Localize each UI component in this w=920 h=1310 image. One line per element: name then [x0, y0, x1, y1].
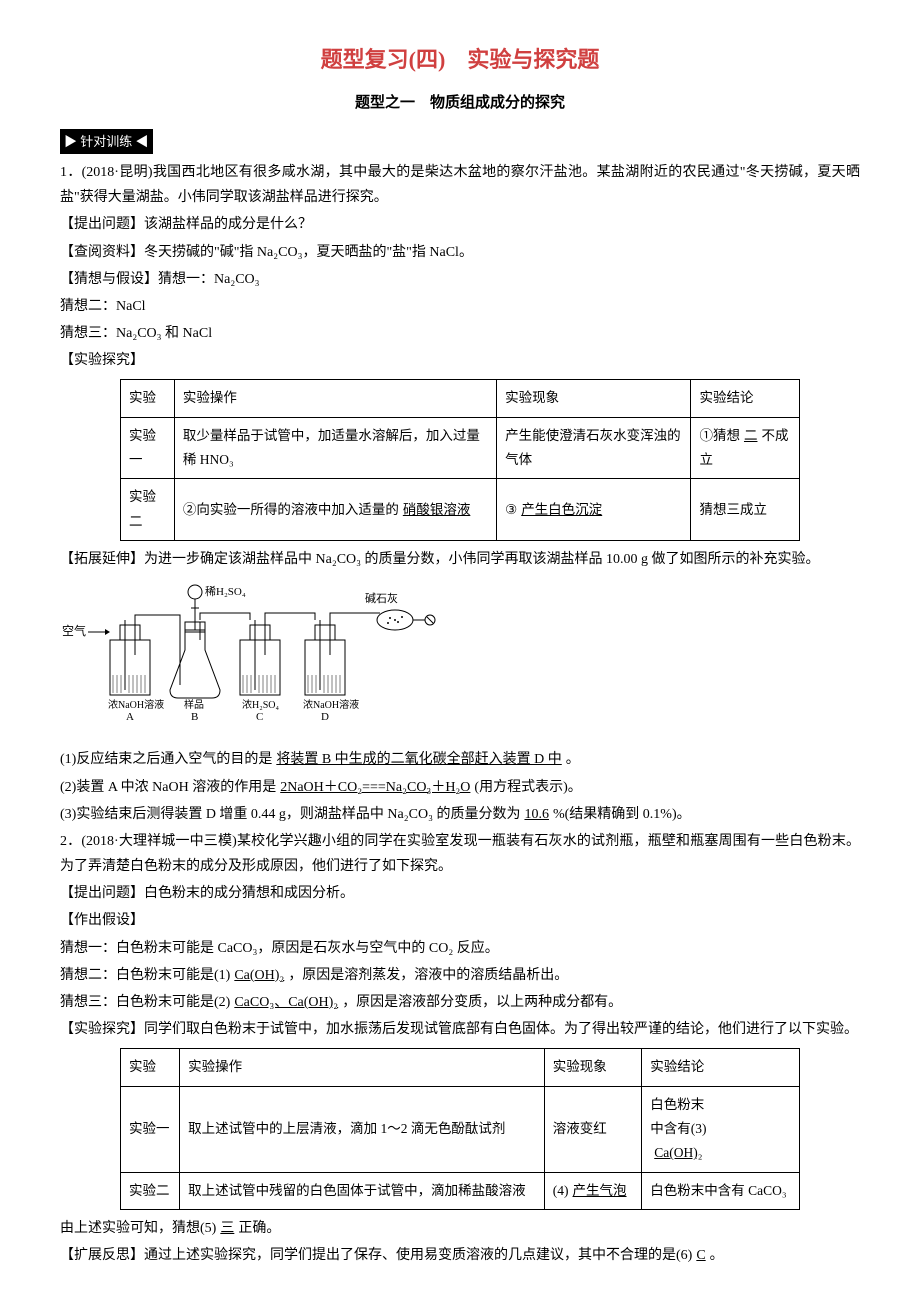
svg-text:浓NaOH溶液: 浓NaOH溶液 [303, 698, 359, 711]
q2-intro: 2．(2018·大理祥城一中三模)某校化学兴趣小组的同学在实验室发现一瓶装有石灰… [60, 829, 860, 879]
t2-u2: 产生气泡 [569, 1183, 631, 1198]
q1-ask: 【提出问题】该湖盐样品的成分是什么？ [60, 212, 860, 237]
t1-r1c1: ②向实验一所得的溶液中加入适量的硝酸银溶液 [174, 479, 496, 541]
svg-text:A: A [126, 711, 134, 723]
page-title: 题型复习(四) 实验与探究题 [60, 40, 860, 80]
t1-u1: 二 [740, 428, 762, 443]
t2-r1c3: 白色粉末中含有 CaCO₃ [642, 1172, 800, 1209]
t1-r0c1: 取少量样品于试管中，加适量水溶解后，加入过量稀 HNO₃ [174, 417, 496, 479]
t2-h3: 实验结论 [642, 1049, 800, 1086]
q2-g3: 猜想三：白色粉末可能是(2)CaCO₃、Ca(OH)₂，原因是溶液部分变质，以上… [60, 990, 860, 1015]
t1-h0: 实验 [121, 380, 175, 417]
svg-text:碱石灰: 碱石灰 [365, 591, 398, 605]
q2-ask: 【提出问题】白色粉末的成分猜想和成因分析。 [60, 881, 860, 906]
t2-r0c3: 白色粉末中含有(3)Ca(OH)₂ [642, 1086, 800, 1172]
q1-info: 【查阅资料】冬天捞碱的"碱"指 Na₂CO₃，夏天晒盐的"盐"指 NaCl。 [60, 240, 860, 265]
svg-text:稀H₂SO₄: 稀H₂SO₄ [205, 585, 246, 598]
funnel: 稀H₂SO₄ [188, 585, 246, 630]
q2-g1: 猜想一：白色粉末可能是 CaCO₃，原因是石灰水与空气中的 CO₂ 反应。 [60, 936, 860, 961]
q1-exp-head: 【实验探究】 [60, 348, 860, 373]
t2-r0c2: 溶液变红 [544, 1086, 641, 1172]
subtitle: 题型之一 物质组成成分的探究 [60, 90, 860, 117]
q1-sub1: (1)反应结束之后通入空气的目的是将装置 B 中生成的二氧化碳全部赶入装置 D … [60, 747, 860, 772]
q1-ext: 【拓展延伸】为进一步确定该湖盐样品中 Na₂CO₃ 的质量分数，小伟同学再取该湖… [60, 547, 860, 572]
t1-h2: 实验现象 [497, 380, 691, 417]
t2-u1: Ca(OH)₂ [650, 1145, 706, 1160]
q2-assume-head: 【作出假设】 [60, 908, 860, 933]
t1-r0c0: 实验一 [121, 417, 175, 479]
t1-u3: 产生白色沉淀 [517, 502, 606, 517]
t2-r1c2: (4)产生气泡 [544, 1172, 641, 1209]
q2-conc: 由上述实验可知，猜想(5)三正确。 [60, 1216, 860, 1241]
lime-tube: 碱石灰 [365, 591, 435, 630]
t1-h1: 实验操作 [174, 380, 496, 417]
table1: 实验 实验操作 实验现象 实验结论 实验一 取少量样品于试管中，加适量水溶解后，… [120, 379, 800, 540]
q2-ext-ans: C [692, 1248, 709, 1263]
t1-u2: 硝酸银溶液 [399, 502, 475, 517]
t2-r0c0: 实验一 [121, 1086, 180, 1172]
q1-guess3: 猜想三：Na₂CO₃ 和 NaCl [60, 321, 860, 346]
bottle-c: 浓H₂SO₄ C [240, 620, 280, 723]
bottle-a: 浓NaOH溶液 A [108, 620, 164, 723]
q2-g2-ans: Ca(OH)₂ [230, 968, 288, 983]
bottle-b: 样品 B [170, 620, 220, 723]
t1-r1c0: 实验二 [121, 479, 175, 541]
q1-sub1-ans: 将装置 B 中生成的二氧化碳全部赶入装置 D 中 [272, 752, 565, 767]
q2-g3-ans: CaCO₃、Ca(OH)₂ [230, 995, 342, 1010]
t1-r0c2: 产生能使澄清石灰水变浑浊的气体 [497, 417, 691, 479]
t1-h3: 实验结论 [691, 380, 800, 417]
t2-r0c1: 取上述试管中的上层清液，滴加 1～2 滴无色酚酞试剂 [180, 1086, 545, 1172]
t2-h0: 实验 [121, 1049, 180, 1086]
table2: 实验 实验操作 实验现象 实验结论 实验一 取上述试管中的上层清液，滴加 1～2… [120, 1048, 800, 1209]
t1-r1c2: ③产生白色沉淀 [497, 479, 691, 541]
t2-r1c0: 实验二 [121, 1172, 180, 1209]
q1-guess1: 【猜想与假设】猜想一：Na₂CO₃ [60, 267, 860, 292]
svg-text:样品: 样品 [184, 698, 204, 711]
q1-sub2-ans: 2NaOH＋CO₂===Na₂CO₃＋H₂O [276, 780, 474, 795]
q1-guess2: 猜想二：NaCl [60, 294, 860, 319]
svg-text:C: C [256, 711, 263, 723]
q1-sub3: (3)实验结束后测得装置 D 增重 0.44 g，则湖盐样品中 Na₂CO₃ 的… [60, 802, 860, 827]
q2-g2: 猜想二：白色粉末可能是(1)Ca(OH)₂，原因是溶剂蒸发，溶液中的溶质结晶析出… [60, 963, 860, 988]
q2-exp: 【实验探究】同学们取白色粉末于试管中，加水振荡后发现试管底部有白色固体。为了得出… [60, 1017, 860, 1042]
air-label: 空气 [62, 623, 86, 638]
svg-text:B: B [191, 711, 198, 723]
t2-h2: 实验现象 [544, 1049, 641, 1086]
t1-r0c3: ①猜想二不成立 [691, 417, 800, 479]
svg-text:浓NaOH溶液: 浓NaOH溶液 [108, 698, 164, 711]
t2-r1c1: 取上述试管中残留的白色固体于试管中，滴加稀盐酸溶液 [180, 1172, 545, 1209]
q2-ext: 【扩展反思】通过上述实验探究，同学们提出了保存、使用易变质溶液的几点建议，其中不… [60, 1243, 860, 1268]
q1-sub3-ans: 10.6 [520, 807, 553, 822]
bottle-d: 浓NaOH溶液 D [303, 620, 359, 723]
q1-intro: 1．(2018·昆明)我国西北地区有很多咸水湖，其中最大的是柴达木盆地的察尔汗盐… [60, 160, 860, 210]
apparatus-diagram: 空气 浓NaOH溶液 A 稀H₂SO₄ [60, 580, 860, 739]
q2-conc-ans: 三 [216, 1221, 238, 1236]
t1-r1c3: 猜想三成立 [691, 479, 800, 541]
t2-h1: 实验操作 [180, 1049, 545, 1086]
section-tag: ▶ 针对训练 ◀ [60, 129, 153, 154]
svg-text:D: D [321, 711, 329, 723]
svg-text:浓H₂SO₄: 浓H₂SO₄ [242, 699, 279, 711]
q1-sub2: (2)装置 A 中浓 NaOH 溶液的作用是2NaOH＋CO₂===Na₂CO₃… [60, 775, 860, 800]
